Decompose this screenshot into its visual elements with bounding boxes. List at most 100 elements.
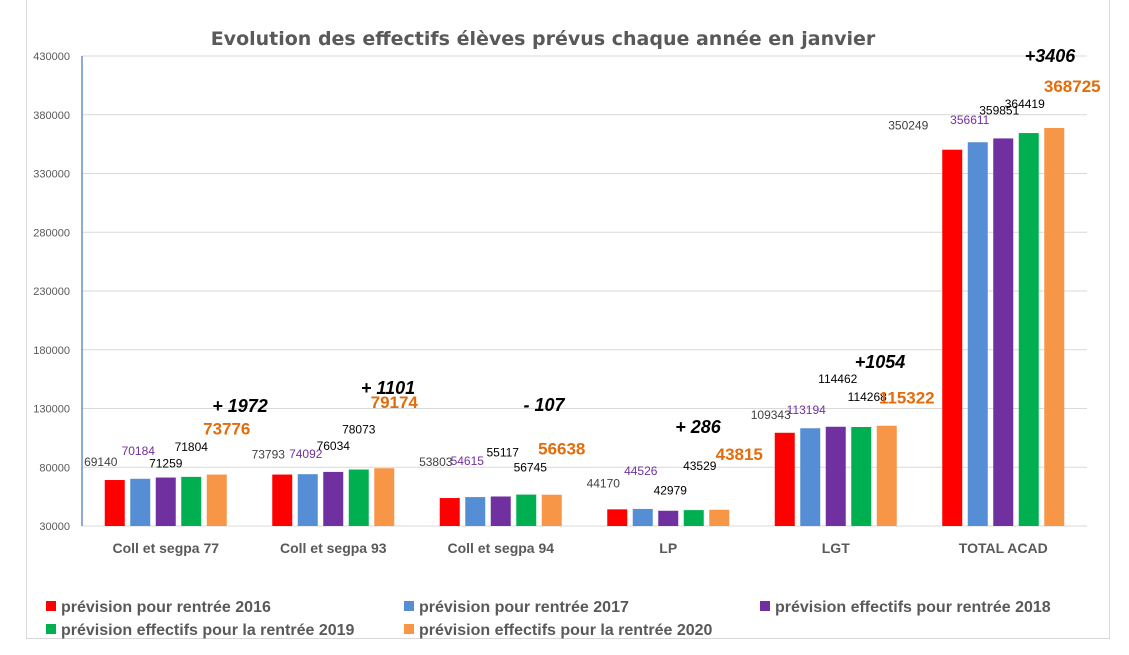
data-label: 114462	[818, 372, 857, 386]
legend-label: prévision effectifs pour la rentrée 2019	[61, 622, 355, 639]
data-label: 109343	[751, 408, 791, 422]
data-label: 350249	[888, 119, 928, 133]
data-label: 71804	[175, 440, 209, 454]
difference-annotation: - 107	[523, 395, 565, 415]
bar	[967, 142, 988, 527]
bar	[851, 426, 872, 526]
data-label: 69140	[84, 455, 118, 469]
legend: prévision pour rentrée 2016 prévision pou…	[46, 599, 1051, 639]
data-label: 54615	[451, 454, 485, 468]
bar	[683, 510, 704, 526]
y-tick-label: 430000	[33, 51, 70, 63]
bar	[181, 476, 202, 526]
data-label: 73776	[203, 420, 250, 439]
legend-label: prévision effectifs pour la rentrée 2020	[419, 622, 713, 639]
bar	[993, 138, 1014, 526]
bar	[876, 425, 897, 526]
y-tick-label: 130000	[33, 404, 70, 416]
data-label: 356611	[950, 113, 989, 127]
bar	[272, 474, 293, 526]
data-label: 364419	[1005, 97, 1045, 111]
y-tick-label: 30000	[39, 521, 70, 533]
data-label: 55117	[487, 445, 520, 459]
chart-title: Evolution des effectifs élèves prévus ch…	[211, 28, 876, 50]
difference-annotation: +3406	[1025, 46, 1077, 66]
category-label: Coll et segpa 77	[112, 540, 219, 556]
data-label: 76034	[317, 439, 351, 453]
legend-swatch	[760, 601, 770, 611]
data-label: 44170	[587, 476, 621, 490]
legend-swatch	[404, 601, 414, 611]
bar	[632, 508, 653, 526]
data-label: 71259	[149, 457, 183, 471]
y-tick-label: 280000	[33, 227, 70, 239]
category-label: LGT	[822, 540, 850, 556]
bar	[658, 510, 679, 526]
data-label: 42979	[654, 484, 688, 498]
data-label: 73793	[252, 448, 286, 462]
bar	[155, 477, 176, 526]
bar	[490, 496, 511, 526]
data-label: 43815	[716, 445, 763, 464]
bar	[104, 480, 125, 526]
data-label: 113194	[787, 403, 826, 417]
data-label: 368725	[1044, 77, 1101, 96]
bar	[942, 149, 963, 526]
legend-label: prévision pour rentrée 2016	[61, 599, 271, 616]
data-label: 115322	[879, 389, 935, 408]
legend-label: prévision pour rentrée 2017	[419, 599, 629, 616]
bar	[825, 426, 846, 526]
y-axis: 30000 80000 130000 180000 230000 280000 330000…	[33, 51, 83, 533]
category-label: Coll et segpa 93	[280, 540, 387, 556]
bar	[516, 494, 537, 526]
bar	[1018, 133, 1039, 526]
data-label: 43529	[683, 459, 717, 473]
bar	[206, 474, 227, 526]
y-tick-label: 230000	[33, 286, 70, 298]
difference-annotation: +1054	[855, 352, 906, 372]
bar	[130, 478, 151, 526]
bar	[774, 432, 795, 526]
legend-swatch	[46, 624, 56, 634]
bar	[297, 474, 318, 526]
gridlines	[82, 55, 1087, 527]
legend-label: prévision effectifs pour rentrée 2018	[775, 599, 1051, 616]
data-label: 359851	[979, 103, 1019, 117]
difference-annotation: + 286	[675, 417, 722, 437]
bar	[607, 509, 628, 526]
difference-annotation: + 1972	[212, 396, 268, 416]
bar	[374, 468, 395, 526]
legend-swatch	[404, 624, 414, 634]
data-label: 56745	[514, 461, 548, 475]
y-tick-label: 180000	[33, 345, 70, 357]
data-label: 78073	[342, 423, 376, 437]
bar	[348, 469, 369, 526]
bar	[465, 497, 486, 526]
bar	[1044, 127, 1065, 527]
data-label: 79174	[371, 393, 419, 412]
bars	[104, 127, 1065, 527]
x-axis-categories: Coll et segpa 77 Coll et segpa 93 Coll et …	[112, 540, 1047, 556]
bar	[439, 498, 460, 526]
annotations: + 1972 + 1101 - 107 + 286 +1054 +3406	[212, 46, 1076, 437]
data-label: 53803	[419, 455, 453, 469]
data-label: 70184	[122, 444, 156, 458]
y-tick-label: 80000	[39, 462, 70, 474]
bar	[323, 471, 344, 526]
data-label: 74092	[289, 447, 323, 461]
chart-frame	[26, 0, 1110, 639]
data-label: 44526	[624, 464, 658, 478]
data-label: 114268	[848, 390, 887, 404]
y-tick-label: 380000	[33, 110, 70, 122]
category-label: LP	[659, 540, 677, 556]
legend-swatch	[46, 601, 56, 611]
category-label: TOTAL ACAD	[959, 540, 1048, 556]
data-label: 56638	[538, 440, 585, 459]
difference-annotation: + 1101	[361, 378, 415, 398]
category-label: Coll et segpa 94	[447, 540, 554, 556]
y-tick-label: 330000	[33, 169, 70, 181]
bar	[709, 509, 730, 526]
bar	[541, 494, 562, 526]
